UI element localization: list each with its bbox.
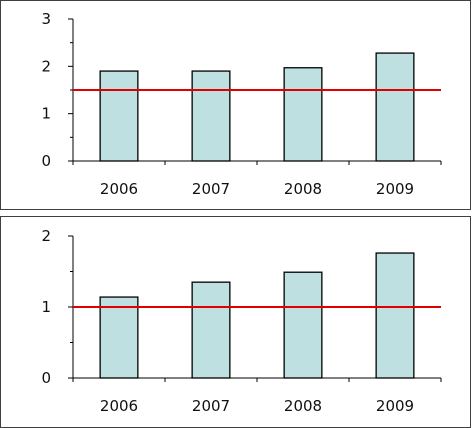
bar-2008 bbox=[283, 67, 323, 162]
bar-2007 bbox=[191, 281, 231, 379]
x-tick-label: 2007 bbox=[192, 397, 230, 415]
x-tick-label: 2009 bbox=[376, 397, 414, 415]
x-tick-label: 2009 bbox=[376, 180, 414, 198]
bar-2008 bbox=[283, 271, 323, 379]
x-tick-label: 2006 bbox=[100, 397, 138, 415]
y-tick-label: 0 bbox=[41, 369, 51, 387]
x-tick-label: 2008 bbox=[284, 397, 322, 415]
y-tick-label: 1 bbox=[41, 298, 51, 316]
x-tick-label: 2007 bbox=[192, 180, 230, 198]
x-tick-label: 2008 bbox=[284, 180, 322, 198]
y-tick-label: 1 bbox=[41, 105, 51, 123]
y-tick-label: 0 bbox=[41, 152, 51, 170]
bar-2007 bbox=[191, 70, 231, 162]
x-tick-label: 2006 bbox=[100, 180, 138, 198]
chart-panel-bottom: 0 1 2 2006 2007 2008 2009 bbox=[0, 216, 471, 428]
y-tick-label: 2 bbox=[41, 57, 51, 75]
bar-2009 bbox=[375, 252, 415, 379]
bar-2009 bbox=[375, 52, 415, 162]
bar-2006 bbox=[99, 70, 139, 162]
bar-2006 bbox=[99, 296, 139, 379]
chart-panel-top: 0 1 2 3 2006 2007 2008 2009 bbox=[0, 0, 471, 210]
y-tick-label: 2 bbox=[41, 227, 51, 245]
bar-chart-bottom: 0 1 2 2006 2007 2008 2009 bbox=[41, 227, 442, 415]
y-tick-label: 3 bbox=[41, 10, 51, 28]
bar-chart-top: 0 1 2 3 2006 2007 2008 2009 bbox=[41, 10, 442, 198]
